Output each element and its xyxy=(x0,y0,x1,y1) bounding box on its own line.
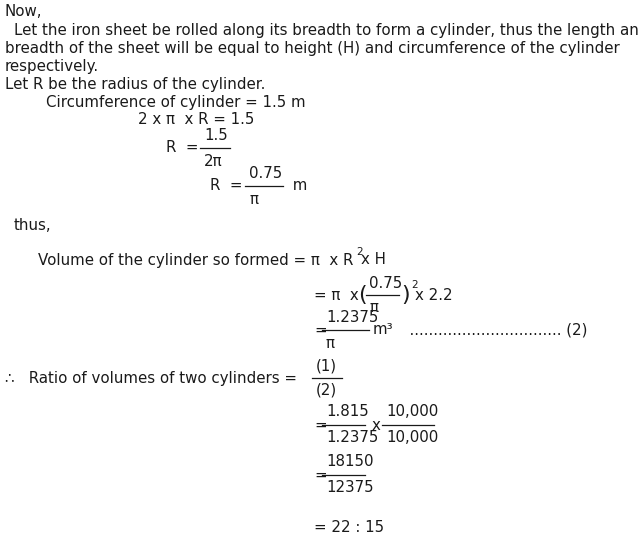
Text: 2 x π  x R = 1.5: 2 x π x R = 1.5 xyxy=(138,113,254,128)
Text: breadth of the sheet will be equal to height (H) and circumference of the cylind: breadth of the sheet will be equal to he… xyxy=(5,41,620,56)
Text: x H: x H xyxy=(361,252,386,267)
Text: = π  x: = π x xyxy=(314,287,358,302)
Text: R  =: R = xyxy=(210,178,243,193)
Text: Volume of the cylinder so formed = π  x R: Volume of the cylinder so formed = π x R xyxy=(38,252,353,267)
Text: Now,: Now, xyxy=(5,4,43,19)
Text: =: = xyxy=(314,418,327,432)
Text: 0.75: 0.75 xyxy=(249,165,282,180)
Text: 10,000: 10,000 xyxy=(386,404,438,419)
Text: (1): (1) xyxy=(316,359,337,374)
Text: R  =: R = xyxy=(166,140,198,155)
Text: ................................ (2): ................................ (2) xyxy=(400,323,587,338)
Text: ): ) xyxy=(401,285,410,305)
Text: (: ( xyxy=(358,285,367,305)
Text: π: π xyxy=(249,192,258,207)
Text: thus,: thus, xyxy=(14,217,52,232)
Text: 10,000: 10,000 xyxy=(386,431,438,446)
Text: Let the iron sheet be rolled along its breadth to form a cylinder, thus the leng: Let the iron sheet be rolled along its b… xyxy=(14,22,639,37)
Text: 2π: 2π xyxy=(204,154,222,169)
Text: 1.2375: 1.2375 xyxy=(326,310,378,325)
Text: π: π xyxy=(369,300,378,315)
Text: =: = xyxy=(314,467,327,482)
Text: (2): (2) xyxy=(316,383,337,398)
Text: Circumference of cylinder = 1.5 m: Circumference of cylinder = 1.5 m xyxy=(46,95,305,110)
Text: π: π xyxy=(326,335,335,350)
Text: 12375: 12375 xyxy=(326,481,374,496)
Text: m: m xyxy=(288,178,307,193)
Text: 18150: 18150 xyxy=(326,455,374,470)
Text: 2: 2 xyxy=(411,280,418,290)
Text: = 22 : 15: = 22 : 15 xyxy=(314,520,384,535)
Text: 1.815: 1.815 xyxy=(326,404,369,419)
Text: x: x xyxy=(372,418,381,432)
Text: respectively.: respectively. xyxy=(5,58,99,74)
Text: m³: m³ xyxy=(373,323,394,338)
Text: x 2.2: x 2.2 xyxy=(415,287,452,302)
Text: 1.5: 1.5 xyxy=(204,128,227,143)
Text: 2: 2 xyxy=(356,247,362,257)
Text: Let R be the radius of the cylinder.: Let R be the radius of the cylinder. xyxy=(5,76,265,91)
Text: ∴   Ratio of volumes of two cylinders =: ∴ Ratio of volumes of two cylinders = xyxy=(5,370,297,385)
Text: 1.2375: 1.2375 xyxy=(326,431,378,446)
Text: =: = xyxy=(314,323,327,338)
Text: 0.75: 0.75 xyxy=(369,276,402,291)
